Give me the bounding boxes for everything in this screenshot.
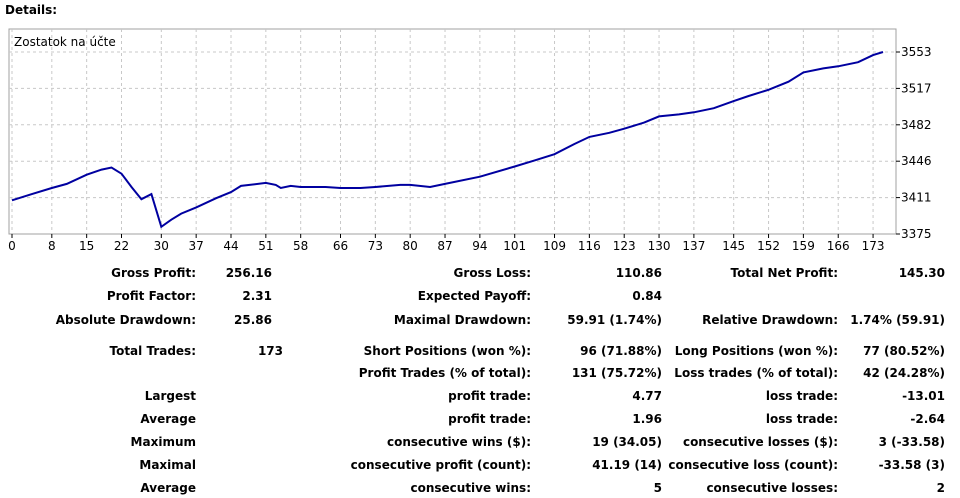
x-tick-label: 145 bbox=[722, 239, 745, 253]
relative-drawdown-label: Relative Drawdown: bbox=[702, 313, 838, 327]
profit-factor-value: 2.31 bbox=[242, 289, 272, 303]
x-tick-label: 159 bbox=[792, 239, 815, 253]
plot-area bbox=[8, 28, 897, 235]
y-tick-label: 3517 bbox=[901, 81, 932, 95]
x-tick-label: 101 bbox=[503, 239, 526, 253]
balance-chart: Zostatok na účte 0 8 15 22 30 37 44 51 58 66 73 80 8… bbox=[8, 28, 932, 253]
gross-loss-label: Gross Loss: bbox=[453, 266, 531, 280]
loss-trades-value: 42 (24.28%) bbox=[863, 366, 945, 380]
y-tick-label: 3553 bbox=[901, 45, 932, 59]
max-consecutive-losses-value: 3 (-33.58) bbox=[878, 435, 945, 449]
average-consecutive-wins-label: consecutive wins: bbox=[410, 481, 531, 495]
x-tick-label: 130 bbox=[648, 239, 671, 253]
maximal-drawdown-label: Maximal Drawdown: bbox=[393, 313, 531, 327]
x-tick-label: 73 bbox=[368, 239, 383, 253]
total-net-profit-value: 145.30 bbox=[898, 266, 945, 280]
maximal-consecutive-profit-value: 41.19 (14) bbox=[592, 458, 662, 472]
vertical-gridlines bbox=[11, 29, 874, 234]
total-net-profit-label: Total Net Profit: bbox=[730, 266, 838, 280]
details-title: Details: bbox=[5, 3, 58, 17]
gross-profit-label: Gross Profit: bbox=[111, 266, 196, 280]
short-positions-label: Short Positions (won %): bbox=[363, 344, 531, 358]
average-consecutive-label: Average bbox=[140, 481, 196, 495]
long-positions-value: 77 (80.52%) bbox=[863, 344, 945, 358]
x-tick-label: 137 bbox=[682, 239, 705, 253]
largest-loss-trade-value: -13.01 bbox=[902, 389, 945, 403]
horizontal-gridlines bbox=[9, 51, 896, 199]
y-tick-label: 3375 bbox=[901, 227, 932, 241]
y-tick-label: 3411 bbox=[901, 191, 932, 205]
average-loss-trade-label: loss trade: bbox=[765, 412, 838, 426]
largest-profit-trade-value: 4.77 bbox=[632, 389, 662, 403]
balance-line bbox=[11, 51, 884, 229]
series-legend: Zostatok na účte bbox=[14, 35, 116, 49]
maximal-consecutive-loss-label: consecutive loss (count): bbox=[668, 458, 838, 472]
x-tick-label: 0 bbox=[8, 239, 16, 253]
x-tick-label: 58 bbox=[293, 239, 308, 253]
maximal-label: Maximal bbox=[139, 458, 196, 472]
max-consecutive-wins-value: 19 (34.05) bbox=[592, 435, 662, 449]
maximal-consecutive-loss-value: -33.58 (3) bbox=[878, 458, 945, 472]
profit-trades-label: Profit Trades (% of total): bbox=[358, 366, 531, 380]
max-consecutive-wins-label: consecutive wins ($): bbox=[386, 435, 531, 449]
average-profit-trade-label: profit trade: bbox=[448, 412, 531, 426]
long-positions-label: Long Positions (won %): bbox=[674, 344, 838, 358]
x-tick-label: 8 bbox=[48, 239, 56, 253]
y-tick-label: 3482 bbox=[901, 118, 932, 132]
average-consecutive-losses-label: consecutive losses: bbox=[706, 481, 838, 495]
average-label: Average bbox=[140, 412, 196, 426]
average-loss-trade-value: -2.64 bbox=[910, 412, 945, 426]
average-profit-trade-value: 1.96 bbox=[632, 412, 662, 426]
maximal-consecutive-profit-label: consecutive profit (count): bbox=[350, 458, 531, 472]
x-tick-label: 15 bbox=[79, 239, 94, 253]
max-consecutive-losses-label: consecutive losses ($): bbox=[682, 435, 838, 449]
absolute-drawdown-label: Absolute Drawdown: bbox=[55, 313, 196, 327]
total-trades-label: Total Trades: bbox=[109, 344, 196, 358]
total-trades-value: 173 bbox=[257, 344, 283, 358]
x-tick-label: 80 bbox=[403, 239, 418, 253]
maximum-label: Maximum bbox=[130, 435, 196, 449]
short-positions-value: 96 (71.88%) bbox=[580, 344, 662, 358]
x-tick-label: 152 bbox=[757, 239, 780, 253]
x-tick-label: 116 bbox=[578, 239, 601, 253]
loss-trades-label: Loss trades (% of total): bbox=[674, 366, 838, 380]
relative-drawdown-value: 1.74% (59.91) bbox=[850, 313, 945, 327]
gross-profit-value: 256.16 bbox=[225, 266, 272, 280]
x-tick-label: 30 bbox=[154, 239, 169, 253]
gross-loss-value: 110.86 bbox=[615, 266, 662, 280]
largest-profit-trade-label: profit trade: bbox=[448, 389, 531, 403]
x-tick-label: 173 bbox=[862, 239, 885, 253]
expected-payoff-label: Expected Payoff: bbox=[417, 289, 531, 303]
y-tick-label: 3446 bbox=[901, 154, 932, 168]
x-tick-label: 51 bbox=[258, 239, 273, 253]
profit-trades-value: 131 (75.72%) bbox=[571, 366, 662, 380]
x-tick-label: 22 bbox=[114, 239, 129, 253]
average-consecutive-wins-value: 5 bbox=[653, 481, 662, 495]
expected-payoff-value: 0.84 bbox=[632, 289, 662, 303]
largest-loss-trade-label: loss trade: bbox=[765, 389, 838, 403]
x-tick-label: 87 bbox=[437, 239, 452, 253]
x-axis-ticks: 0 8 15 22 30 37 44 51 58 66 73 80 87 94 101 109 116 123 13… bbox=[8, 234, 885, 253]
x-tick-label: 37 bbox=[189, 239, 204, 253]
x-tick-label: 94 bbox=[472, 239, 487, 253]
x-tick-label: 66 bbox=[333, 239, 348, 253]
largest-label: Largest bbox=[144, 389, 196, 403]
x-tick-label: 123 bbox=[613, 239, 636, 253]
maximal-drawdown-value: 59.91 (1.74%) bbox=[567, 313, 662, 327]
profit-factor-label: Profit Factor: bbox=[106, 289, 196, 303]
y-axis-ticks: 3553 3517 3482 3446 3411 3375 bbox=[896, 45, 932, 241]
x-tick-label: 109 bbox=[543, 239, 566, 253]
average-consecutive-losses-value: 2 bbox=[936, 481, 945, 495]
x-tick-label: 166 bbox=[827, 239, 850, 253]
absolute-drawdown-value: 25.86 bbox=[234, 313, 272, 327]
x-tick-label: 44 bbox=[223, 239, 238, 253]
